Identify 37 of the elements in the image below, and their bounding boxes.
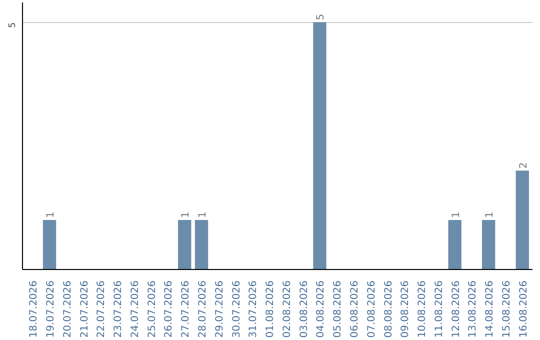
x-tick-label: 03.08.2026 <box>298 280 310 338</box>
x-tick-label: 02.08.2026 <box>282 280 293 338</box>
data-label: 1 <box>46 212 57 218</box>
x-tick-label: 06.08.2026 <box>349 280 360 338</box>
x-tick-label: 04.08.2026 <box>316 280 327 338</box>
data-label: 1 <box>450 212 462 218</box>
data-label: 2 <box>518 162 530 169</box>
x-tick-label: 08.08.2026 <box>383 280 394 338</box>
x-tick-label: 13.08.2026 <box>468 280 479 338</box>
x-tick-label: 19.07.2026 <box>46 280 57 338</box>
x-tick-label: 27.07.2026 <box>180 280 192 338</box>
x-tick-label: 05.08.2026 <box>332 280 344 338</box>
x-tick-label: 01.08.2026 <box>265 280 276 338</box>
data-label: 1 <box>180 212 192 218</box>
x-tick-label: 30.07.2026 <box>231 280 242 338</box>
x-tick-label: 09.08.2026 <box>400 280 412 338</box>
x-tick-label: 12.08.2026 <box>450 280 462 338</box>
x-tick-label: 11.08.2026 <box>434 280 445 338</box>
x-tick-label: 20.07.2026 <box>62 280 74 338</box>
x-tick-label: 16.08.2026 <box>518 280 530 338</box>
x-tick-label: 28.07.2026 <box>198 280 209 338</box>
x-tick-label: 15.08.2026 <box>501 280 512 338</box>
x-tick-label: 18.07.2026 <box>28 280 40 338</box>
x-tick-label: 21.07.2026 <box>79 280 90 338</box>
x-tick-label: 26.07.2026 <box>164 280 175 338</box>
x-tick-label: 23.07.2026 <box>113 280 124 338</box>
x-tick-label: 14.08.2026 <box>484 280 496 338</box>
data-label: 1 <box>198 212 209 218</box>
x-tick-label: 29.07.2026 <box>214 280 226 338</box>
x-tick-label: 31.07.2026 <box>248 280 260 338</box>
x-tick-label: 22.07.2026 <box>96 280 108 338</box>
data-label: 1 <box>484 212 496 218</box>
data-label: 5 <box>316 14 327 20</box>
x-tick-label: 24.07.2026 <box>130 280 141 338</box>
x-tick-label: 10.08.2026 <box>417 280 428 338</box>
x-tick-label: 25.07.2026 <box>146 280 158 338</box>
x-tick-label: 07.08.2026 <box>366 280 378 338</box>
